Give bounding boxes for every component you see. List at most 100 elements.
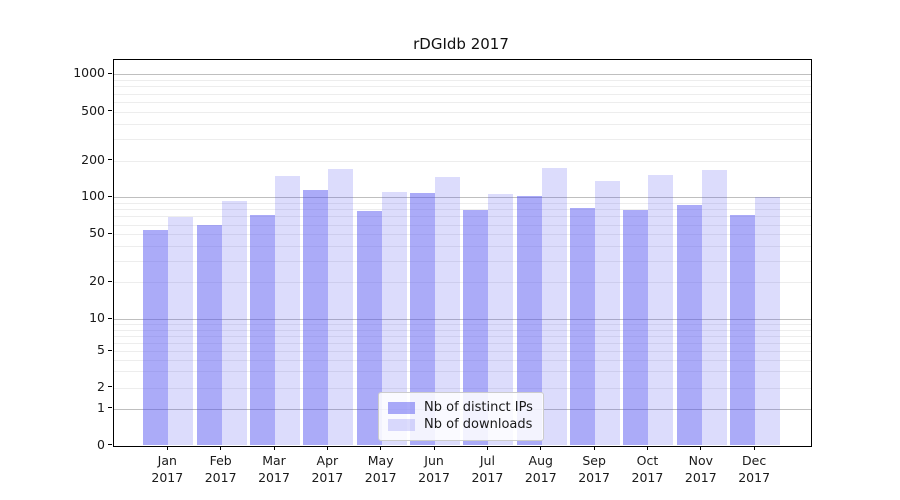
- y-tick-label: 1: [97, 399, 105, 415]
- x-tick-label: Feb 2017: [204, 452, 237, 485]
- bar-downloads: [221, 201, 247, 446]
- minor-gridline: [113, 202, 811, 204]
- x-tick-label: Jul 2017: [471, 452, 504, 485]
- legend-swatch-distinct-ips: [388, 401, 415, 414]
- y-tick-label: 0: [97, 436, 105, 452]
- minor-gridline: [113, 342, 811, 344]
- legend-label-distinct-ips: Nb of distinct IPs: [424, 400, 533, 415]
- minor-gridline: [113, 209, 811, 211]
- bar-distinct-ips: [570, 207, 596, 446]
- x-tick-mark: [753, 445, 755, 450]
- x-tick-label: Mar 2017: [258, 452, 290, 485]
- y-tick-label: 20: [89, 273, 105, 289]
- legend-swatch-downloads: [388, 418, 415, 431]
- y-tick-label: 1000: [73, 65, 105, 81]
- x-tick-mark: [646, 445, 649, 450]
- plot-area: [112, 58, 812, 447]
- y-tick-mark: [108, 317, 112, 319]
- bar-distinct-ips: [676, 204, 702, 446]
- minor-gridline: [113, 371, 811, 373]
- y-tick-label: 2: [97, 378, 105, 394]
- bar-distinct-ips: [303, 189, 329, 446]
- minor-gridline: [113, 101, 811, 103]
- x-tick-label: Nov 2017: [684, 452, 717, 485]
- y-tick-mark: [108, 349, 112, 351]
- minor-gridline: [113, 359, 811, 361]
- y-tick-label: 10: [89, 310, 105, 326]
- bar-downloads: [701, 170, 727, 446]
- minor-gridline: [113, 261, 811, 263]
- minor-gridline: [113, 111, 811, 113]
- minor-gridline: [113, 79, 811, 81]
- minor-gridline: [113, 234, 811, 236]
- major-gridline: [113, 197, 811, 199]
- minor-gridline: [113, 160, 811, 162]
- x-tick-mark: [486, 445, 489, 450]
- bar-downloads: [541, 167, 567, 446]
- minor-gridline: [113, 93, 811, 95]
- y-tick-label: 100: [81, 188, 105, 204]
- x-tick-mark: [380, 445, 382, 450]
- minor-gridline: [113, 282, 811, 284]
- x-tick-mark: [273, 445, 275, 450]
- y-tick-mark: [108, 110, 112, 112]
- minor-gridline: [113, 329, 811, 331]
- chart-title: rDGIdb 2017: [413, 35, 509, 53]
- y-tick-mark: [108, 407, 112, 409]
- y-tick-mark: [108, 386, 112, 388]
- x-tick-label: May 2017: [364, 452, 397, 485]
- bar-downloads: [275, 175, 300, 446]
- x-tick-label: Jun 2017: [418, 452, 450, 485]
- bar-downloads: [648, 174, 674, 446]
- minor-gridline: [113, 324, 811, 326]
- major-gridline: [113, 319, 811, 321]
- bar-downloads: [168, 217, 194, 446]
- x-tick-mark: [593, 445, 595, 450]
- bar-downloads: [328, 168, 354, 446]
- x-tick-mark: [700, 445, 702, 450]
- y-tick-mark: [108, 195, 112, 197]
- bar-downloads: [755, 197, 781, 446]
- y-tick-label: 500: [81, 102, 105, 118]
- legend-item-distinct-ips: Nb of distinct IPs: [388, 400, 534, 415]
- minor-gridline: [113, 216, 811, 218]
- minor-gridline: [113, 351, 811, 352]
- y-tick-label: 200: [81, 151, 105, 167]
- y-tick-label: 50: [89, 225, 105, 241]
- minor-gridline: [113, 139, 811, 141]
- legend-label-downloads: Nb of downloads: [424, 417, 533, 432]
- x-tick-mark: [326, 445, 329, 450]
- bar-distinct-ips: [196, 224, 222, 446]
- y-tick-mark: [108, 444, 112, 446]
- x-tick-label: Sep 2017: [578, 452, 610, 485]
- bar-downloads: [595, 180, 621, 446]
- legend-item-downloads: Nb of downloads: [388, 417, 534, 432]
- x-tick-label: Aug 2017: [524, 452, 557, 485]
- y-tick-label: 5: [97, 342, 105, 357]
- x-tick-mark: [166, 445, 168, 450]
- minor-gridline: [113, 335, 811, 337]
- minor-gridline: [113, 86, 811, 88]
- minor-gridline: [113, 387, 811, 389]
- minor-gridline: [113, 123, 811, 125]
- bar-distinct-ips: [250, 214, 275, 446]
- minor-gridline: [113, 245, 811, 247]
- major-gridline: [113, 74, 811, 76]
- y-tick-mark: [108, 232, 112, 234]
- x-tick-label: Apr 2017: [311, 452, 344, 485]
- minor-gridline: [113, 224, 811, 226]
- x-tick-mark: [540, 445, 542, 450]
- bar-distinct-ips: [623, 209, 649, 446]
- bar-distinct-ips: [356, 210, 382, 446]
- y-tick-mark: [108, 72, 112, 74]
- y-tick-mark: [108, 280, 112, 282]
- y-tick-mark: [108, 159, 112, 161]
- x-tick-label: Oct 2017: [631, 452, 664, 485]
- x-tick-mark: [220, 445, 222, 450]
- x-tick-label: Jan 2017: [151, 452, 184, 485]
- x-tick-mark: [433, 445, 435, 450]
- bar-distinct-ips: [143, 230, 169, 446]
- legend: Nb of distinct IPs Nb of downloads: [378, 392, 544, 441]
- x-tick-label: Dec 2017: [738, 452, 771, 485]
